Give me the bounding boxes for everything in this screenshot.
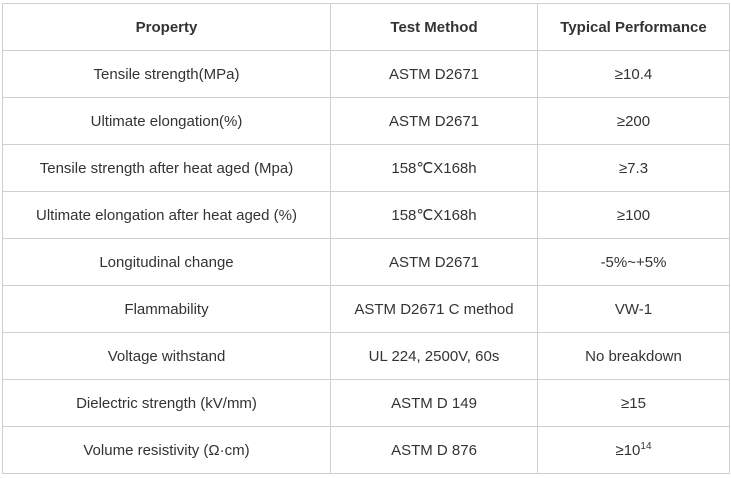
- table-cell: Ultimate elongation after heat aged (%): [2, 191, 331, 239]
- table-cell: UL 224, 2500V, 60s: [330, 332, 538, 380]
- table-row: Volume resistivity (Ω·cm) ASTM D 876 ≥1014: [2, 426, 730, 474]
- table-cell: ≥100: [537, 191, 730, 239]
- table-cell: ≥200: [537, 97, 730, 145]
- table-cell: ≥1014: [537, 426, 730, 474]
- header-row: Property Test Method Typical Performance: [2, 3, 730, 51]
- table-cell: ASTM D2671: [330, 50, 538, 98]
- header-cell: Test Method: [330, 3, 538, 51]
- table-cell: ASTM D2671: [330, 97, 538, 145]
- table-cell: ≥10.4: [537, 50, 730, 98]
- table-cell: ASTM D2671: [330, 238, 538, 286]
- table-row: Ultimate elongation(%) ASTM D2671 ≥200: [2, 97, 730, 145]
- table-row: Tensile strength(MPa) ASTM D2671 ≥10.4: [2, 50, 730, 98]
- table-cell: 158℃X168h: [330, 191, 538, 239]
- table-header: Property Test Method Typical Performance: [2, 3, 730, 51]
- cell-superscript: 14: [640, 440, 652, 452]
- table-cell: -5%~+5%: [537, 238, 730, 286]
- table-cell: VW-1: [537, 285, 730, 333]
- table-cell: ASTM D 149: [330, 379, 538, 427]
- table-cell: ASTM D 876: [330, 426, 538, 474]
- table-row: Voltage withstand UL 224, 2500V, 60s No br…: [2, 332, 730, 380]
- table-cell: Tensile strength after heat aged (Mpa): [2, 144, 331, 192]
- table-row: Flammability ASTM D2671 C method VW-1: [2, 285, 730, 333]
- table-cell: No breakdown: [537, 332, 730, 380]
- table-cell: Dielectric strength (kV/mm): [2, 379, 331, 427]
- table-cell: Longitudinal change: [2, 238, 331, 286]
- table-cell: ≥7.3: [537, 144, 730, 192]
- table-cell: ≥15: [537, 379, 730, 427]
- table-body: Tensile strength(MPa) ASTM D2671 ≥10.4 Ulti…: [2, 50, 730, 474]
- header-cell: Property: [2, 3, 331, 51]
- cell-text: ≥10: [615, 441, 641, 459]
- table-cell: ASTM D2671 C method: [330, 285, 538, 333]
- table-cell: 158℃X168h: [330, 144, 538, 192]
- table-cell: Voltage withstand: [2, 332, 331, 380]
- table-cell: Volume resistivity (Ω·cm): [2, 426, 331, 474]
- table-cell: Tensile strength(MPa): [2, 50, 331, 98]
- header-cell: Typical Performance: [537, 3, 730, 51]
- spec-table: Property Test Method Typical Performance T…: [2, 3, 730, 474]
- table-row: Dielectric strength (kV/mm) ASTM D 149 ≥15: [2, 379, 730, 427]
- table-cell: Ultimate elongation(%): [2, 97, 331, 145]
- table-cell: Flammability: [2, 285, 331, 333]
- table-row: Ultimate elongation after heat aged (%) 1…: [2, 191, 730, 239]
- table-row: Longitudinal change ASTM D2671 -5%~+5%: [2, 238, 730, 286]
- table-row: Tensile strength after heat aged (Mpa) 15…: [2, 144, 730, 192]
